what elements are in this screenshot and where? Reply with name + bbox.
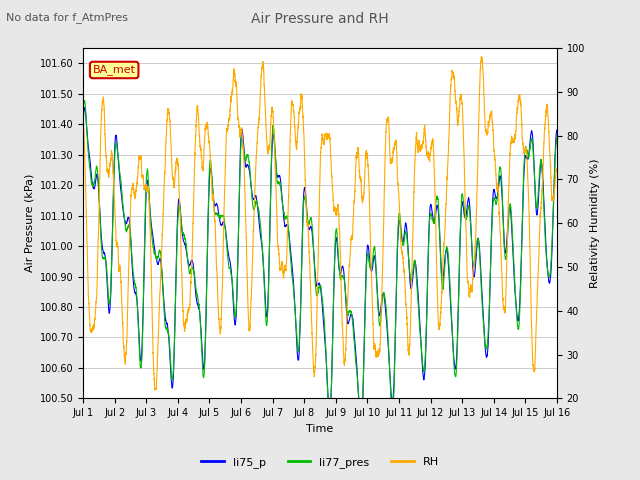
Legend: li75_p, li77_pres, RH: li75_p, li77_pres, RH	[197, 452, 443, 472]
Text: Air Pressure and RH: Air Pressure and RH	[251, 12, 389, 26]
Y-axis label: Relativity Humidity (%): Relativity Humidity (%)	[591, 158, 600, 288]
Y-axis label: Air Pressure (kPa): Air Pressure (kPa)	[24, 174, 34, 272]
X-axis label: Time: Time	[307, 424, 333, 433]
Text: No data for f_AtmPres: No data for f_AtmPres	[6, 12, 129, 23]
Text: BA_met: BA_met	[93, 64, 136, 75]
